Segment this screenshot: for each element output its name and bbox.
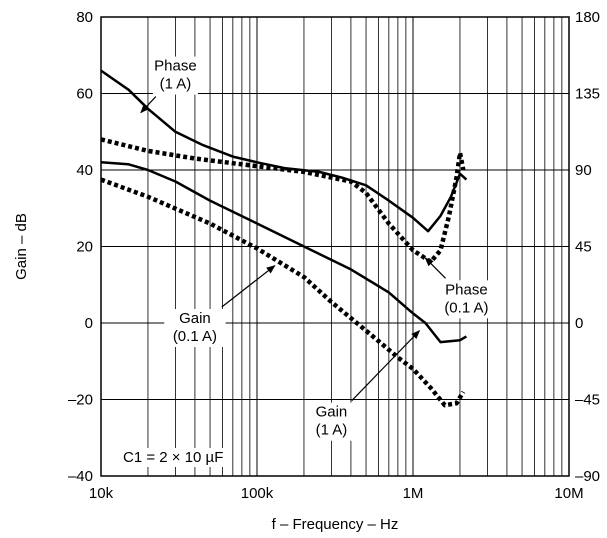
series-group [100, 69, 468, 408]
series-label-bg [435, 280, 498, 319]
series-labels: Phase(1 A)Phase(0.1 A)Gain(1 A)Gain(0.1 … [140, 56, 498, 441]
y-tick-label: –20 [68, 392, 93, 409]
series-label-text: Phase [445, 281, 488, 298]
series-label-text: (0.1 A) [444, 299, 488, 316]
y-tick-label: 60 [76, 86, 93, 103]
x-tick-label: 10M [554, 485, 583, 502]
label-arrow [140, 96, 157, 114]
y-axis-title: Gain – dB [13, 213, 30, 280]
series-line-2 [100, 161, 468, 344]
x-axis-title: f – Frequency – Hz [272, 516, 399, 533]
series-label-bg [308, 402, 354, 441]
y2-tick-label: 135 [575, 86, 600, 103]
y-tick-label: 80 [76, 9, 93, 26]
series-label-text: Gain [316, 404, 348, 421]
series-label-text: Phase [154, 58, 197, 75]
label-arrow [221, 265, 276, 308]
y-tick-label: 0 [85, 315, 93, 332]
grid [101, 17, 569, 476]
y2-tick-label: –90 [575, 468, 600, 485]
x-tick-label: 1M [403, 485, 424, 502]
y2-tick-label: 45 [575, 239, 592, 256]
series-label-bg [152, 56, 198, 95]
y-tick-label: 40 [76, 162, 93, 179]
y-tick-label: 20 [76, 239, 93, 256]
series-label-text: (1 A) [316, 422, 348, 439]
label-arrow [424, 257, 446, 279]
capacitance-annotation: C1 = 2 × 10 µF [123, 449, 223, 466]
series-label-text: Gain [179, 310, 211, 327]
y2-tick-label: 90 [575, 162, 592, 179]
series-label-text: (1 A) [160, 76, 192, 93]
series-line-3 [100, 177, 466, 408]
y2-tick-label: –45 [575, 392, 600, 409]
y2-tick-label: 180 [575, 9, 600, 26]
series-label-bg [164, 309, 226, 347]
y2-tick-label: 0 [575, 315, 583, 332]
x-tick-label: 100k [241, 485, 274, 502]
series-label-text: (0.1 A) [173, 328, 217, 345]
series-line-1 [100, 137, 466, 265]
plot-frame [100, 16, 570, 477]
annotation-bg [120, 448, 227, 467]
y-tick-label: –40 [68, 468, 93, 485]
series-line-0 [100, 69, 468, 233]
label-arrow [351, 330, 421, 402]
tick-labels: 10k 100k 1M 10M –40 –20 0 20 40 60 80 –90 –45 0 45 90 13… [68, 9, 600, 502]
x-tick-label: 10k [89, 485, 114, 502]
